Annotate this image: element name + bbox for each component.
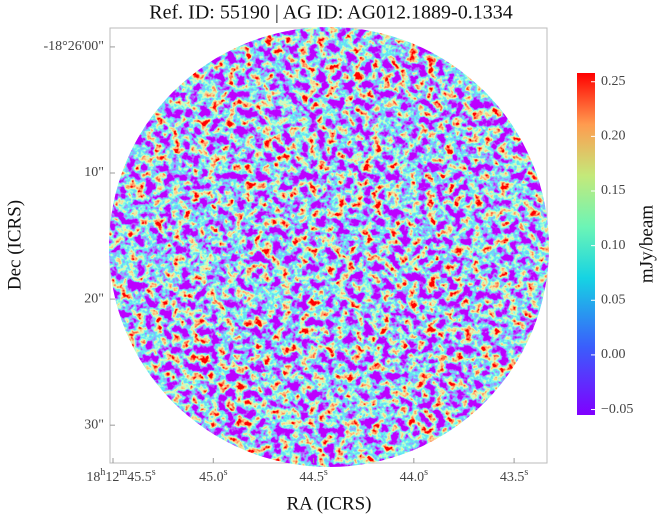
y-tick-label: 10"	[84, 165, 104, 180]
colorbar-tick-label: 0.00	[601, 347, 626, 362]
colorbar-tick-label: 0.10	[601, 238, 626, 253]
chart-title: Ref. ID: 55190 | AG ID: AG012.1889-0.133…	[149, 2, 512, 24]
y-tick-label: 30"	[84, 417, 104, 432]
x-tick-label: 44.5s	[299, 467, 328, 485]
colorbar	[577, 73, 595, 415]
colorbar-tick-label: 0.25	[601, 74, 626, 89]
colorbar-tick-label: −0.05	[601, 402, 633, 417]
y-tick-label: -18°26'00"	[44, 39, 105, 54]
x-tick-label: 44.0s	[400, 467, 429, 485]
y-tick-label: 20"	[84, 291, 104, 306]
x-axis-label: RA (ICRS)	[287, 493, 372, 514]
axes: 18h12m45.5s 45.0s 44.5s 44.0s 43.5s -18°26'00…	[4, 39, 657, 514]
colorbar-tick-label: 0.20	[601, 129, 626, 144]
x-tick-label: 43.5s	[500, 467, 529, 485]
colorbar-tick-label: 0.05	[601, 292, 626, 307]
x-tick-label: 45.0s	[199, 467, 228, 485]
colorbar-label: mJy/beam	[636, 205, 657, 283]
y-axis-label: Dec (ICRS)	[4, 200, 25, 290]
colorbar-tick-label: 0.15	[601, 183, 626, 198]
image-pixels	[109, 27, 549, 467]
x-tick-label: 18h12m45.5s	[86, 467, 155, 485]
image-field	[109, 27, 549, 467]
